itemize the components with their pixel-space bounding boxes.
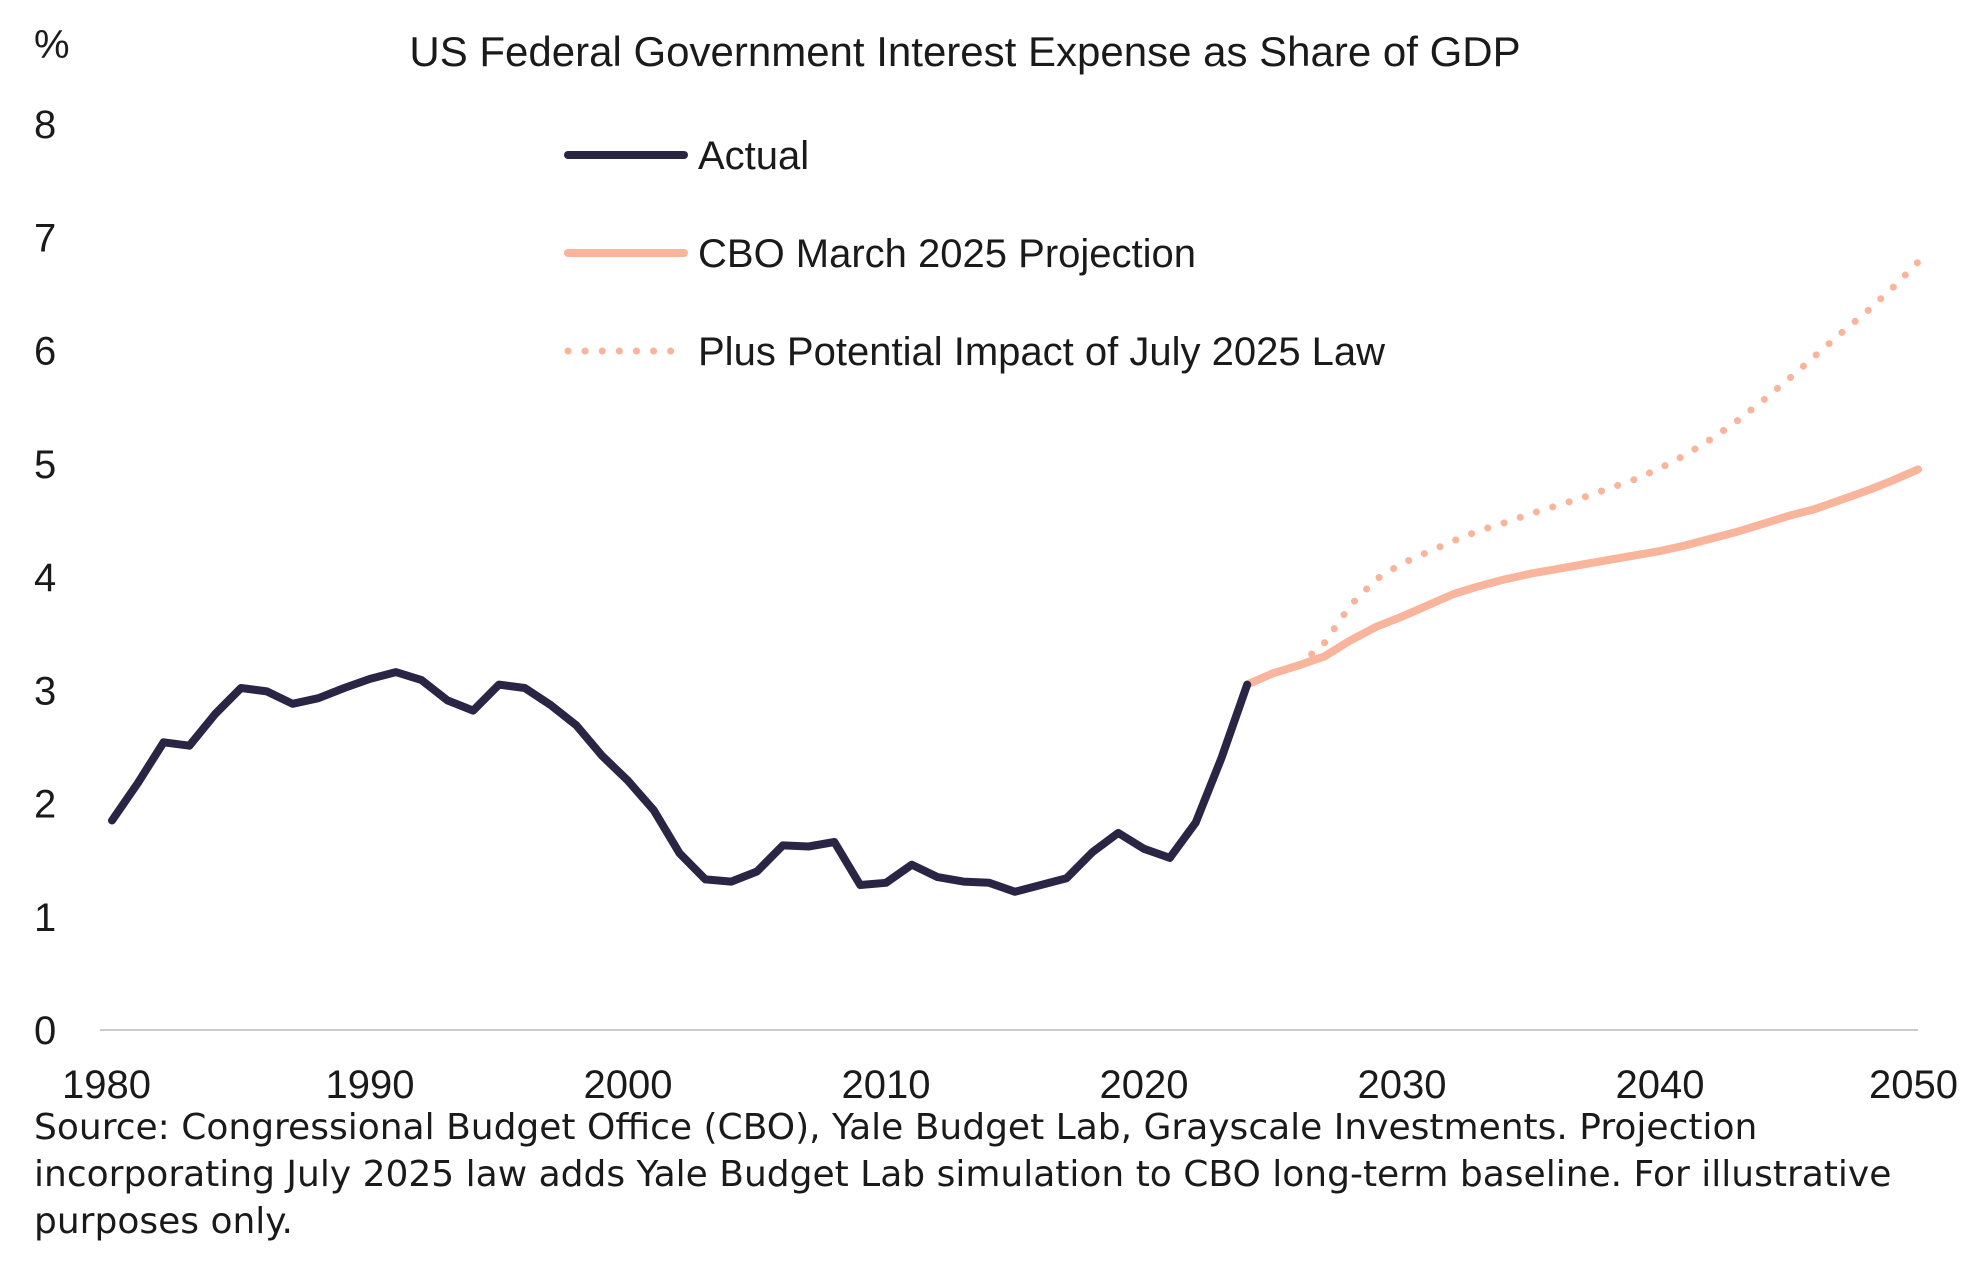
x-tick-label: 1990 [326, 1063, 415, 1107]
series-line-2 [1295, 258, 1922, 669]
y-tick-label: 3 [34, 669, 56, 713]
x-tick-label: 2000 [584, 1063, 673, 1107]
series-line-0 [108, 668, 1252, 896]
y-axis-ticks: 0 1 2 3 4 5 6 7 8 [34, 103, 56, 1053]
y-tick-label: 2 [34, 783, 56, 827]
legend-label-0: Actual [698, 134, 809, 178]
x-tick-label: 2020 [1100, 1063, 1189, 1107]
chart-title: US Federal Government Interest Expense a… [409, 28, 1520, 75]
legend-label-2: Plus Potential Impact of July 2025 Law [698, 330, 1385, 374]
y-tick-label: 5 [34, 443, 56, 487]
x-axis-ticks: 1980 1990 2000 2010 2020 2030 2040 2050 [62, 1063, 1958, 1107]
legend: Actual CBO March 2025 Projection Plus Pote… [564, 134, 1385, 374]
y-axis-unit-label: % [34, 23, 70, 67]
source-note: Source: Congressional Budget Office (CBO… [34, 1107, 1892, 1242]
y-tick-label: 1 [34, 896, 56, 940]
y-tick-label: 7 [34, 216, 56, 260]
x-tick-label: 1980 [62, 1063, 151, 1107]
x-tick-label: 2040 [1616, 1063, 1705, 1107]
x-tick-label: 2010 [842, 1063, 931, 1107]
y-tick-label: 0 [34, 1009, 56, 1053]
series-line-1 [1243, 465, 1922, 689]
x-tick-label: 2030 [1358, 1063, 1447, 1107]
y-tick-label: 8 [34, 103, 56, 147]
series-layer [108, 258, 1922, 896]
y-tick-label: 4 [34, 556, 56, 600]
y-tick-label: 6 [34, 330, 56, 374]
x-tick-label: 2050 [1869, 1063, 1958, 1107]
legend-label-1: CBO March 2025 Projection [698, 232, 1196, 276]
